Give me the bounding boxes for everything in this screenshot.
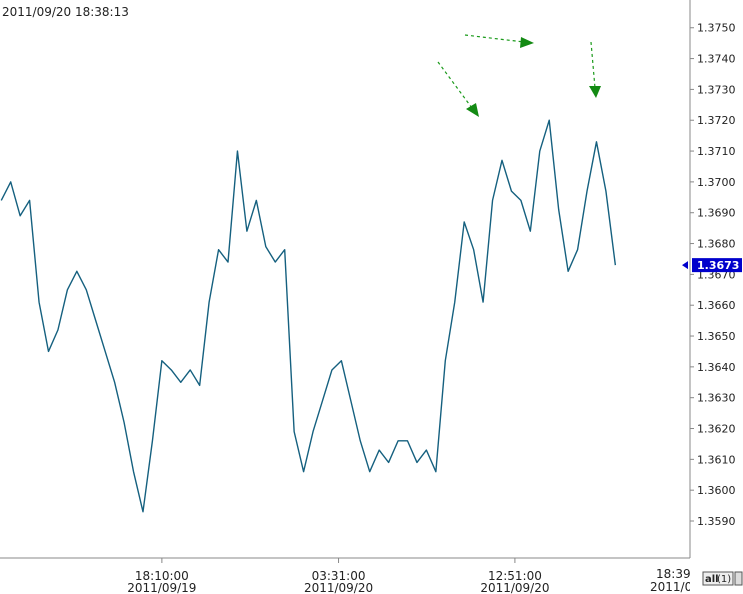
y-tick-label: 1.3710	[697, 145, 736, 158]
price-line	[0, 119, 617, 513]
arrow-line	[437, 61, 473, 109]
y-tick-label: 1.3750	[697, 22, 736, 35]
last-price-pointer	[682, 261, 688, 270]
x-tick-date: 2011/09/20	[480, 581, 549, 594]
current-time-label: 18:39:	[656, 567, 695, 581]
y-tick-label: 1.3650	[697, 330, 736, 343]
y-tick-label: 1.3730	[697, 83, 736, 96]
arrow-line	[590, 41, 596, 89]
last-price-box	[692, 258, 742, 273]
y-tick-label: 1.3690	[697, 207, 736, 220]
button-count[interactable]: (1)	[717, 574, 731, 585]
y-tick-label: 1.3630	[697, 392, 736, 405]
arrowhead	[520, 37, 534, 48]
button-label[interactable]: all	[705, 574, 719, 585]
arrowhead	[466, 103, 479, 117]
x-tick-label: 18:10:00	[135, 569, 189, 583]
y-tick-label: 1.3740	[697, 53, 736, 66]
annotation-arrowheads	[466, 37, 601, 117]
y-tick-label: 1.3720	[697, 114, 736, 127]
x-tick-label: 03:31:00	[312, 569, 366, 583]
y-tick-label: 1.3680	[697, 238, 736, 251]
y-tick-label: 1.3590	[697, 515, 736, 528]
last-price-label: 1.3673	[697, 259, 739, 272]
x-tick-date: 2011/09/19	[127, 581, 196, 594]
y-tick-label: 1.3610	[697, 453, 736, 466]
y-tick-label: 1.3600	[697, 484, 736, 497]
y-tick-label: 1.3620	[697, 423, 736, 436]
y-tick-label: 1.3700	[697, 176, 736, 189]
filter-button[interactable]: all (1)	[702, 571, 734, 586]
header-timestamp: 2011/09/20 18:38:13	[2, 5, 129, 19]
scroll-icon[interactable]	[734, 571, 743, 586]
y-tick-label: 1.3660	[697, 299, 736, 312]
button-frame[interactable]	[702, 571, 734, 586]
annotation-arrows	[437, 34, 596, 109]
y-tick-label: 1.3640	[697, 361, 736, 374]
arrow-line	[464, 34, 525, 43]
x-tick-date: 2011/09/20	[304, 581, 373, 594]
x-tick-label: 12:51:00	[488, 569, 542, 583]
arrowhead	[589, 86, 601, 98]
